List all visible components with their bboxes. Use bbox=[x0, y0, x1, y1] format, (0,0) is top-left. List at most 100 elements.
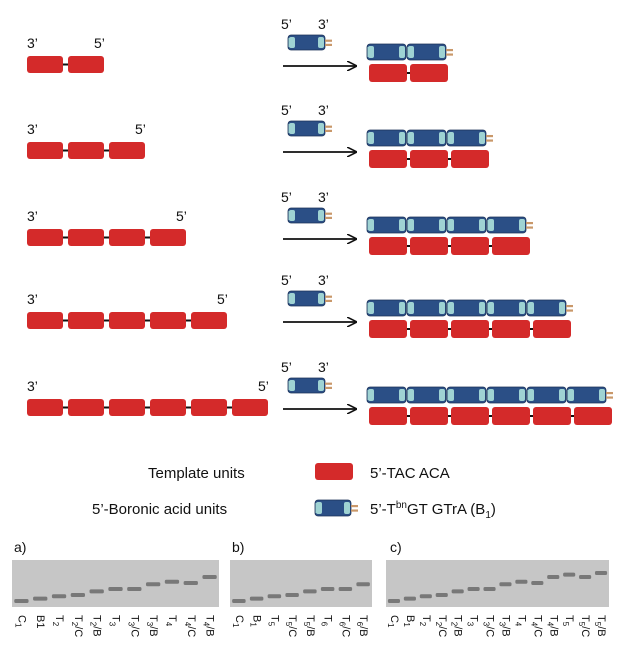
lane-label: T5/B bbox=[302, 615, 316, 637]
lane-sub: 5 bbox=[593, 622, 602, 627]
boronic-end-left bbox=[368, 389, 374, 401]
boronic-unit bbox=[526, 299, 573, 317]
lane-suffix: /C bbox=[339, 626, 351, 637]
lane-label: T3/C bbox=[126, 615, 140, 637]
scheme-row: 3’ 5’ 5’ 3’ bbox=[27, 16, 453, 82]
lane-sub: 1 bbox=[231, 623, 240, 628]
boronic-end-right bbox=[439, 46, 445, 58]
lane-base: T bbox=[304, 615, 316, 622]
legend-template-swatch bbox=[315, 463, 353, 480]
boronic-unit bbox=[287, 34, 332, 51]
five-prime-label: 5’ bbox=[281, 102, 292, 118]
gel-band bbox=[435, 593, 448, 597]
template-unit bbox=[68, 229, 104, 246]
lane-label: C1 bbox=[386, 615, 400, 628]
lane-sub: 5 bbox=[302, 622, 311, 627]
lane-label: B1 bbox=[249, 615, 263, 627]
lane-base: T bbox=[268, 615, 280, 622]
boronic-end-left bbox=[316, 502, 322, 514]
template-unit bbox=[574, 407, 612, 425]
lane-sub: 3 bbox=[497, 622, 506, 627]
lane-label: T6/B bbox=[355, 615, 369, 637]
template-unit bbox=[410, 407, 448, 425]
boronic-end-right bbox=[399, 389, 405, 401]
lane-label: T3/B bbox=[145, 615, 159, 637]
template-unit bbox=[410, 237, 448, 255]
lane-base: T bbox=[436, 615, 448, 622]
template-strand bbox=[27, 229, 186, 246]
lane-label: T3/C bbox=[482, 615, 496, 637]
gel-band bbox=[547, 575, 560, 579]
lane-sub: 4 bbox=[202, 622, 211, 627]
boronic-unit bbox=[406, 216, 447, 234]
lane-label: C1 bbox=[13, 615, 27, 628]
lane-suffix: /C bbox=[531, 626, 543, 637]
gel-band bbox=[531, 581, 544, 585]
gel-band bbox=[51, 594, 67, 599]
boronic-body bbox=[366, 299, 407, 317]
gel-image bbox=[386, 560, 609, 607]
lane-sub: 3 bbox=[108, 622, 117, 627]
lane-suffix: /B bbox=[304, 626, 316, 636]
lane-base: C bbox=[388, 615, 400, 623]
three-prime-label: 3’ bbox=[27, 121, 38, 137]
boronic-body bbox=[486, 216, 527, 234]
lane-sub: 2 bbox=[450, 622, 459, 627]
boronic-unit bbox=[287, 377, 332, 394]
five-prime-label: 5’ bbox=[281, 16, 292, 32]
lane-sub: 3 bbox=[145, 622, 154, 627]
lane-sub: 5 bbox=[577, 622, 586, 627]
boronic-unit bbox=[446, 216, 487, 234]
lane-sub: 5 bbox=[561, 622, 570, 627]
boronic-end-left bbox=[368, 219, 374, 231]
legend-boronic-label: 5’-Boronic acid units bbox=[92, 501, 227, 518]
lane-label: T4/C bbox=[529, 615, 543, 637]
gel-band bbox=[183, 581, 198, 585]
lane-sub: 1 bbox=[402, 622, 411, 627]
lane-suffix: /B bbox=[357, 626, 369, 636]
template-unit bbox=[27, 312, 63, 329]
lane-sub: 5 bbox=[284, 622, 293, 627]
lane-suffix: /B bbox=[499, 626, 511, 636]
lane-base: T bbox=[531, 615, 543, 622]
template-unit bbox=[68, 312, 104, 329]
template-strand bbox=[27, 142, 145, 159]
boronic-body bbox=[566, 386, 607, 404]
boronic-end-right bbox=[439, 219, 445, 231]
lane-base: T bbox=[357, 615, 369, 622]
boronic-end-left bbox=[408, 389, 414, 401]
boronic-end-right bbox=[439, 389, 445, 401]
boronic-end-left bbox=[408, 302, 414, 314]
template-unit bbox=[451, 320, 489, 338]
seq-sub: 1 bbox=[485, 510, 491, 521]
three-prime-label: 3’ bbox=[27, 208, 38, 224]
boronic-end-right bbox=[479, 302, 485, 314]
gel-band bbox=[483, 587, 496, 591]
gel-band bbox=[303, 589, 317, 594]
boronic-end-left bbox=[448, 302, 454, 314]
lane-base: T bbox=[204, 615, 216, 622]
boronic-body bbox=[287, 377, 326, 394]
boronic-end-right bbox=[559, 302, 565, 314]
five-prime-label: 5’ bbox=[176, 208, 187, 224]
lane-base: T bbox=[185, 615, 197, 622]
lane-sub: 2 bbox=[51, 622, 60, 627]
lane-base: T bbox=[595, 615, 607, 622]
seq-mid: GT GTrA (B bbox=[407, 501, 485, 518]
lane-label: T6/C bbox=[337, 615, 351, 637]
gel-band bbox=[356, 582, 370, 587]
template-unit bbox=[492, 237, 530, 255]
boronic-end-right bbox=[399, 302, 405, 314]
template-unit bbox=[27, 56, 63, 73]
lane-sub: 2 bbox=[89, 622, 98, 627]
lane-sub: 6 bbox=[337, 622, 346, 627]
boronic-unit bbox=[446, 386, 487, 404]
template-unit bbox=[492, 320, 530, 338]
seq-prefix: 5’-T bbox=[370, 501, 396, 518]
lane-base: T bbox=[147, 615, 159, 622]
three-prime-label: 3’ bbox=[27, 291, 38, 307]
gel-band bbox=[320, 587, 335, 591]
boronic-end-left bbox=[289, 210, 295, 221]
gel-band bbox=[108, 587, 123, 591]
three-prime-label: 3’ bbox=[318, 189, 329, 205]
